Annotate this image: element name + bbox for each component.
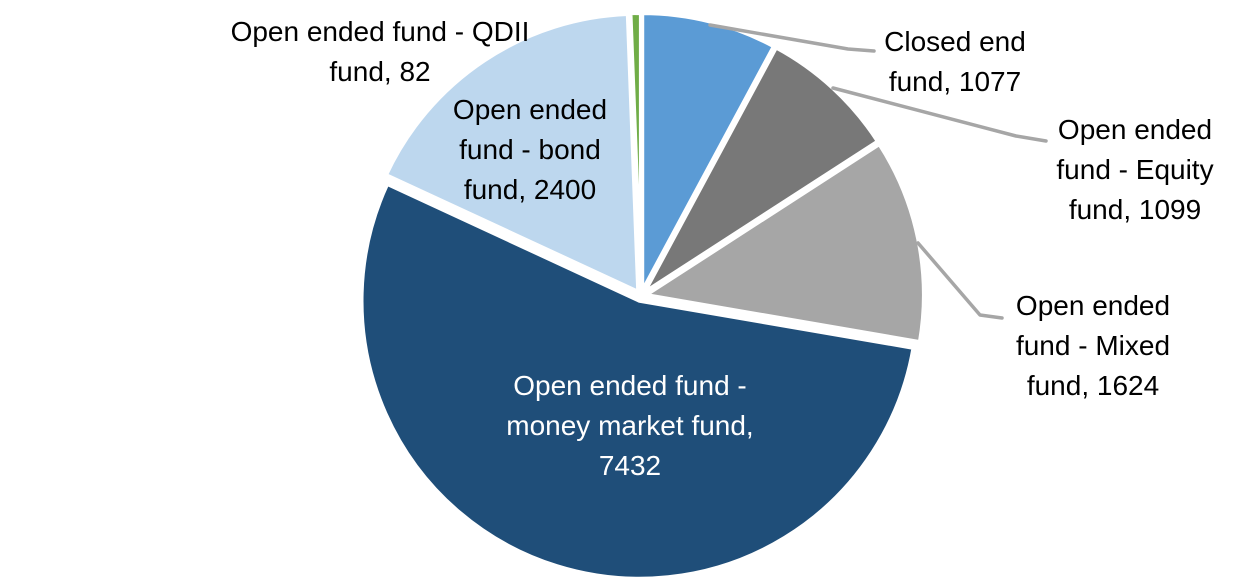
leader-line-closed-end-fund xyxy=(708,23,876,53)
pie-slice-open-ended-fund-qdii-fund xyxy=(628,11,643,293)
data-label-equity-fund: Open ended fund - Equity fund, 1099 xyxy=(1056,114,1214,225)
pie-slice-open-ended-fund-money-market-fund xyxy=(359,181,916,581)
pie-slices-group xyxy=(359,11,926,581)
data-label-bond-fund: Open ended fund - bond fund, 2400 xyxy=(452,94,608,205)
leader-line-equity-fund xyxy=(831,86,1048,143)
data-label-closed-end-fund: Closed end fund, 1077 xyxy=(884,26,1026,97)
pie-slice-closed-end-fund xyxy=(640,11,776,294)
data-label-qdii-fund: Open ended fund - QDII fund, 82 xyxy=(230,16,530,87)
pie-slice-open-ended-fund-mixed-fund xyxy=(643,142,926,345)
pie-slice-open-ended-fund-bond-fund xyxy=(383,12,641,294)
data-label-money-market-fund: Open ended fund - money market fund, 743… xyxy=(506,370,754,481)
leader-line-mixed-fund xyxy=(916,241,1004,320)
data-label-mixed-fund: Open ended fund - Mixed fund, 1624 xyxy=(1015,290,1171,401)
